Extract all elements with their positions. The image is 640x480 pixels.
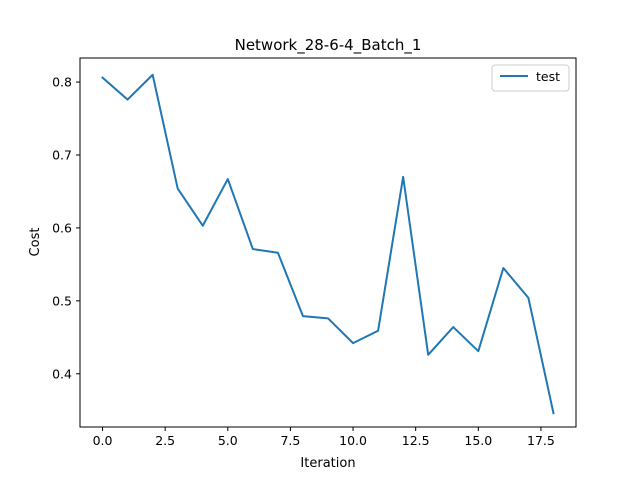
y-tick-label: 0.4 [52, 366, 72, 381]
legend-box [491, 64, 570, 92]
data-point [377, 330, 379, 332]
data-point [127, 99, 129, 101]
data-point [502, 267, 504, 269]
data-point [327, 317, 329, 319]
y-tick-label: 0.7 [52, 147, 72, 162]
legend-label: test [536, 69, 560, 84]
series-line-test [101, 73, 555, 415]
x-tick-label: 12.5 [402, 433, 430, 448]
data-point [352, 342, 354, 344]
data-point [402, 176, 404, 178]
data-point [477, 350, 479, 352]
x-tick-label: 2.5 [155, 433, 175, 448]
x-axis: 0.0 2.5 5.0 7.5 10.0 12.5 15.0 17.5 [93, 427, 555, 448]
data-point [177, 188, 179, 190]
x-tick-label: 5.0 [218, 433, 238, 448]
data-point [152, 74, 154, 76]
data-point [552, 412, 554, 414]
x-tick-label: 10.0 [339, 433, 367, 448]
plot-frame [79, 57, 577, 428]
data-point [277, 252, 279, 254]
data-point [527, 297, 529, 299]
data-point [252, 248, 254, 250]
y-tick-label: 0.6 [52, 220, 72, 235]
x-tick-label: 0.0 [93, 433, 113, 448]
y-axis-label: Cost [28, 228, 43, 257]
x-tick-label: 17.5 [527, 433, 555, 448]
data-point [227, 178, 229, 180]
y-axis: 0.4 0.5 0.6 0.7 0.8 [52, 75, 80, 381]
x-tick-label: 15.0 [464, 433, 492, 448]
data-point [302, 315, 304, 317]
y-tick-label: 0.5 [52, 293, 72, 308]
data-point [427, 354, 429, 356]
y-tick-label: 0.8 [52, 75, 72, 90]
data-point [202, 225, 204, 227]
data-point [102, 77, 104, 79]
legend: test [491, 64, 570, 92]
x-axis-label: Iteration [300, 456, 355, 471]
series-layer [101, 73, 555, 415]
x-tick-label: 7.5 [280, 433, 300, 448]
chart-title: Network_28-6-4_Batch_1 [235, 36, 422, 55]
data-point [452, 326, 454, 328]
